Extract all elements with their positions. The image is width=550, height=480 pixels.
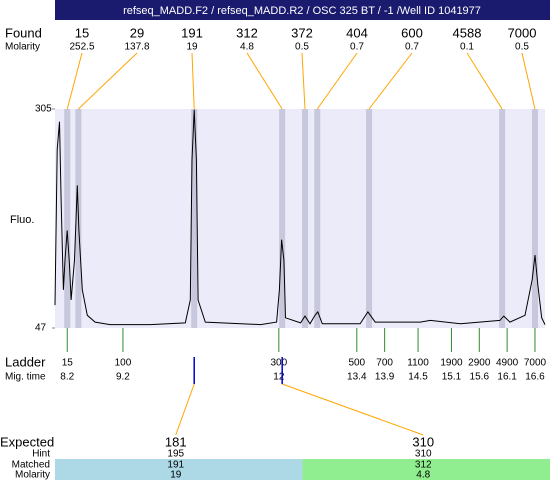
hint-value: 310 (415, 449, 432, 460)
peak-band (499, 109, 506, 328)
ladder-size: 7000 (524, 358, 547, 369)
peak-connector (66, 52, 83, 110)
peak-connector (78, 52, 138, 110)
found-molarity: 252.5 (69, 42, 94, 53)
found-size: 29 (130, 25, 144, 40)
found-molarity: 0.1 (460, 42, 474, 53)
found-size: 372 (291, 25, 313, 40)
peak-connector (466, 52, 503, 110)
matched-molarity-label: Molarity (15, 470, 50, 480)
matched-label: Matched (12, 460, 50, 471)
found-molarity: 0.7 (350, 42, 364, 53)
found-size: 4588 (453, 25, 482, 40)
matched-molarity: 4.8 (416, 470, 430, 480)
ladder-mig-time: 16.6 (525, 372, 545, 383)
peak-band (279, 109, 286, 328)
expected-label: Expected (0, 434, 54, 449)
ladder-size: 2900 (468, 358, 491, 369)
found-molarity: 0.5 (515, 42, 529, 53)
plot-background (55, 109, 545, 328)
peak-connector (246, 52, 283, 110)
peak-connector (191, 52, 195, 110)
peak-band (302, 109, 309, 328)
fluo-label: Fluo. (10, 214, 34, 226)
peak-band (366, 109, 373, 328)
ladder-size: 1100 (407, 358, 429, 369)
ladder-mig-time: 8.2 (60, 372, 74, 383)
ladder-mig-time: 14.5 (408, 372, 428, 383)
ladder-mig-time: 16.1 (497, 372, 517, 383)
ladder-size: 500 (348, 358, 365, 369)
expected-size: 310 (412, 434, 434, 449)
peak-band (64, 109, 71, 328)
trace (54, 109, 546, 326)
found-molarity: 19 (186, 42, 198, 53)
found-molarity: 4.8 (240, 42, 254, 53)
peak-band (531, 109, 538, 328)
ladder-label: Ladder (5, 354, 46, 369)
found-molarity: 0.5 (295, 42, 309, 53)
ladder-mig-time: 13.9 (375, 372, 395, 383)
matched-molarity: 19 (170, 470, 182, 480)
matched-panel (302, 459, 550, 480)
ladder-size: 1900 (440, 358, 463, 369)
ladder-size: 300 (270, 358, 287, 369)
ladder-size: 15 (62, 358, 74, 369)
found-label: Found (5, 25, 42, 40)
expected-size: 181 (165, 434, 187, 449)
expected-connector (282, 383, 424, 436)
ladder-size: 4900 (496, 358, 519, 369)
found-size: 312 (236, 25, 258, 40)
matched-panel (55, 459, 303, 480)
peak-connector (368, 52, 413, 110)
found-size: 7000 (508, 25, 537, 40)
ladder-mig-time: 15.6 (470, 372, 490, 383)
found-size: 404 (346, 25, 368, 40)
ladder-size: 700 (376, 358, 393, 369)
peak-connector (301, 52, 306, 110)
y-tick-label: 47 (35, 323, 47, 334)
matched-value: 191 (167, 460, 184, 471)
found-molarity: 137.8 (124, 42, 149, 53)
ladder-mig-time: 12 (273, 372, 285, 383)
found-molarity-label: Molarity (5, 42, 40, 53)
peak-connector (521, 52, 536, 110)
found-size: 191 (181, 25, 203, 40)
matched-value: 312 (415, 460, 432, 471)
y-tick-label: 305 (35, 104, 52, 115)
mig-time-label: Mig. time (5, 372, 46, 383)
header-bar (55, 0, 550, 20)
hint-label: Hint (32, 449, 50, 460)
found-molarity: 0.7 (405, 42, 419, 53)
found-size: 600 (401, 25, 423, 40)
hint-value: 195 (167, 449, 184, 460)
ladder-mig-time: 15.1 (442, 372, 462, 383)
peak-connector (316, 52, 358, 110)
peak-band (314, 109, 321, 328)
expected-connector (175, 383, 195, 436)
header-title: refseq_MADD.F2 / refseq_MADD.R2 / OSC 32… (123, 5, 481, 17)
found-size: 15 (75, 25, 89, 40)
ladder-mig-time: 13.4 (347, 372, 367, 383)
peak-band (191, 109, 198, 328)
ladder-size: 100 (115, 358, 132, 369)
ladder-mig-time: 9.2 (116, 372, 130, 383)
